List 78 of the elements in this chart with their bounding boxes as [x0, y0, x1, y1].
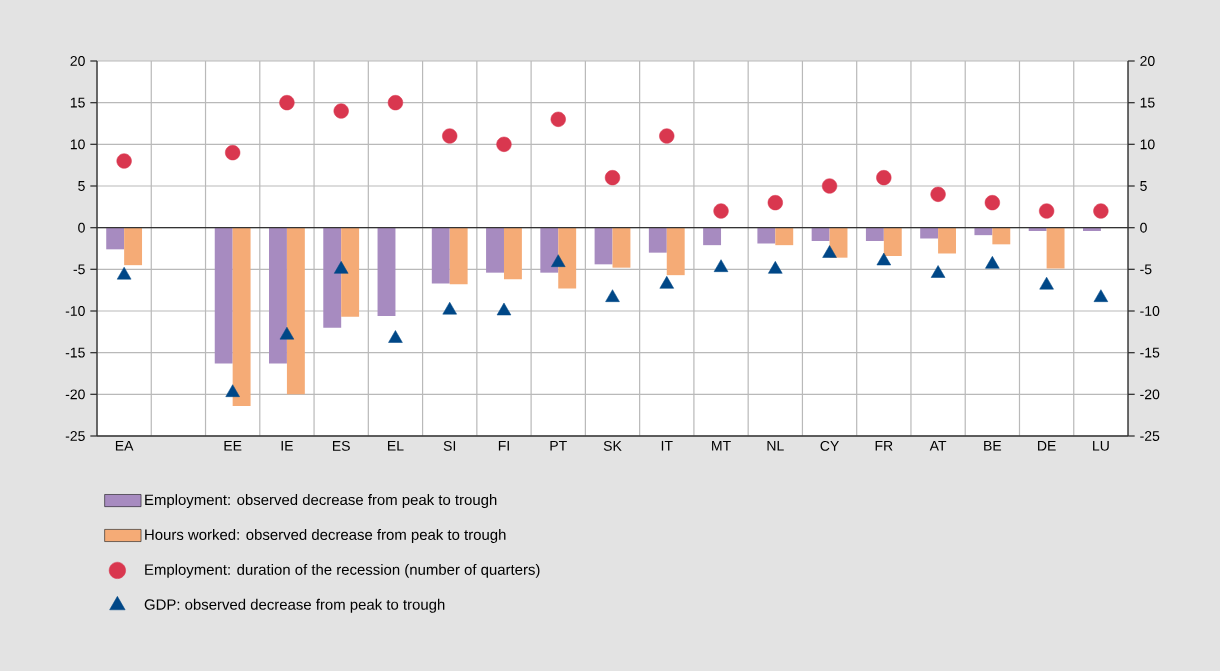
x-tick-label: DE [1038, 440, 1056, 451]
point [442, 128, 458, 144]
legend-label: Employment: duration of the recession (number of quarters) [145, 563, 540, 578]
point [713, 203, 729, 219]
point [930, 265, 946, 278]
point [1093, 203, 1109, 219]
point [333, 261, 349, 274]
point [279, 95, 295, 111]
x-tick-label: IE [281, 440, 293, 451]
x-tick-label: AT [929, 440, 947, 451]
point [551, 254, 566, 267]
point [388, 330, 403, 343]
legend-label: Hours worked: observed decrease from peak to trough [145, 529, 506, 543]
legend-label: GDP: observed decrease from peak to trough [144, 598, 445, 613]
point [550, 111, 566, 127]
y-tick-label: 10 [70, 139, 85, 150]
x-tick-label: EE [224, 440, 242, 451]
y-tick-label: -15 [65, 347, 85, 358]
point [225, 384, 240, 397]
x-tick-label: SI [443, 440, 456, 451]
x-tick-label: MT [712, 440, 731, 451]
x-tick-label: IT [661, 440, 673, 451]
legend-label: Employment: observed decrease from peak to trough [145, 494, 497, 509]
point [442, 301, 457, 315]
point [768, 261, 783, 274]
y-tick-label: 0 [78, 222, 85, 233]
point [822, 245, 837, 258]
point [767, 195, 783, 211]
point [821, 178, 838, 194]
y2-tick-label: 10 [1140, 139, 1155, 150]
y-tick-label: 5 [78, 181, 85, 191]
x-tick-label: NL [767, 440, 784, 451]
x-tick-label: CY [820, 440, 839, 451]
point [279, 326, 295, 340]
point [333, 103, 349, 119]
point [387, 95, 404, 111]
point [225, 145, 241, 161]
point [1039, 276, 1054, 290]
point [985, 256, 1000, 269]
y2-tick-label: -10 [1140, 306, 1160, 316]
x-tick-label: FI [498, 440, 509, 451]
y-tick-label: 20 [70, 56, 85, 66]
y2-tick-label: 20 [1140, 56, 1155, 66]
y-tick-label: -20 [65, 389, 85, 400]
x-tick-label: SK [603, 440, 622, 451]
point [876, 252, 892, 266]
point [659, 276, 674, 289]
x-tick-label: FR [875, 440, 893, 451]
point [496, 302, 512, 316]
y2-tick-label: 15 [1140, 97, 1155, 108]
point [1093, 289, 1109, 302]
y-tick-label: -5 [73, 264, 85, 275]
point [604, 170, 621, 186]
y2-tick-label: -20 [1140, 389, 1160, 400]
point [713, 259, 729, 272]
point [605, 289, 620, 302]
x-tick-label: EL [388, 440, 404, 451]
point [116, 266, 132, 280]
point [659, 128, 675, 144]
point [876, 170, 892, 186]
point [116, 153, 132, 169]
y2-tick-label: -15 [1140, 347, 1160, 358]
y2-tick-label: 0 [1140, 222, 1147, 233]
x-tick-label: PT [550, 440, 567, 451]
point [496, 136, 512, 152]
y-tick-label: -25 [65, 431, 85, 441]
x-tick-label: EA [115, 440, 134, 451]
y2-tick-label: 5 [1140, 181, 1147, 191]
y-tick-label: -10 [65, 306, 85, 316]
point [930, 186, 946, 202]
point [984, 195, 1000, 211]
point [1039, 203, 1055, 219]
x-tick-label: LU [1093, 440, 1109, 451]
y2-tick-label: -25 [1140, 431, 1160, 441]
x-tick-label: ES [333, 440, 350, 451]
y2-tick-label: -5 [1140, 264, 1152, 275]
x-tick-label: BE [984, 440, 1002, 451]
y-tick-label: 15 [70, 97, 85, 108]
